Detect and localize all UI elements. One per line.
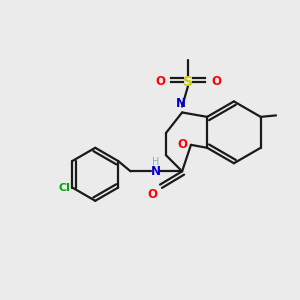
- Text: N: N: [151, 165, 160, 178]
- Text: S: S: [183, 74, 193, 88]
- Text: O: O: [211, 75, 221, 88]
- Text: H: H: [152, 157, 159, 167]
- Text: O: O: [155, 75, 165, 88]
- Text: O: O: [148, 188, 158, 201]
- Text: N: N: [176, 97, 186, 110]
- Text: O: O: [177, 138, 188, 151]
- Text: Cl: Cl: [58, 182, 70, 193]
